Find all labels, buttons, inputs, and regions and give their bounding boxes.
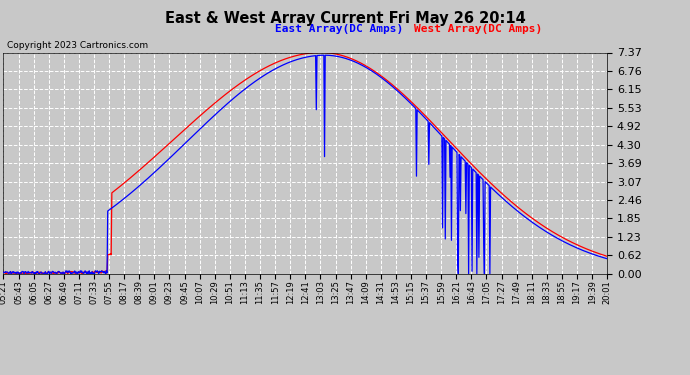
Text: East Array(DC Amps): East Array(DC Amps): [275, 24, 404, 34]
Text: Copyright 2023 Cartronics.com: Copyright 2023 Cartronics.com: [7, 41, 148, 50]
Text: West Array(DC Amps): West Array(DC Amps): [414, 24, 542, 34]
Text: East & West Array Current Fri May 26 20:14: East & West Array Current Fri May 26 20:…: [165, 11, 525, 26]
